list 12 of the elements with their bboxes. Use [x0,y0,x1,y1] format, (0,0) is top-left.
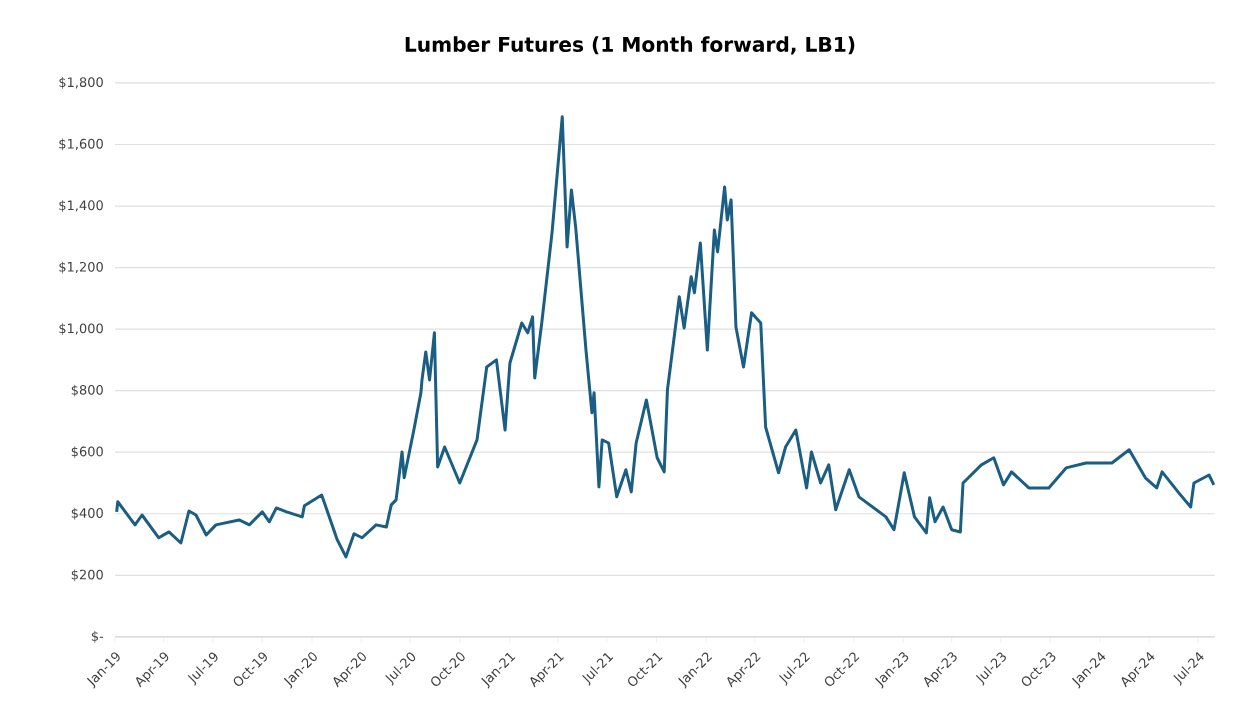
y-tick-label: $1,000 [59,323,103,336]
y-tick-label: $1,800 [59,77,103,89]
y-tick-label: $400 [71,507,103,520]
y-tick-label: $600 [71,446,103,459]
y-tick-label: $1,600 [59,138,103,151]
y-tick-label: $800 [71,384,103,397]
line-series [115,115,1216,559]
y-tick-label: $1,400 [59,200,103,212]
y-tick-label: $- [91,631,104,643]
y-tick-label: $1,200 [59,261,103,274]
chart-title: Lumber Futures (1 Month forward, LB1) [405,36,855,55]
y-tick-label: $200 [71,569,103,582]
